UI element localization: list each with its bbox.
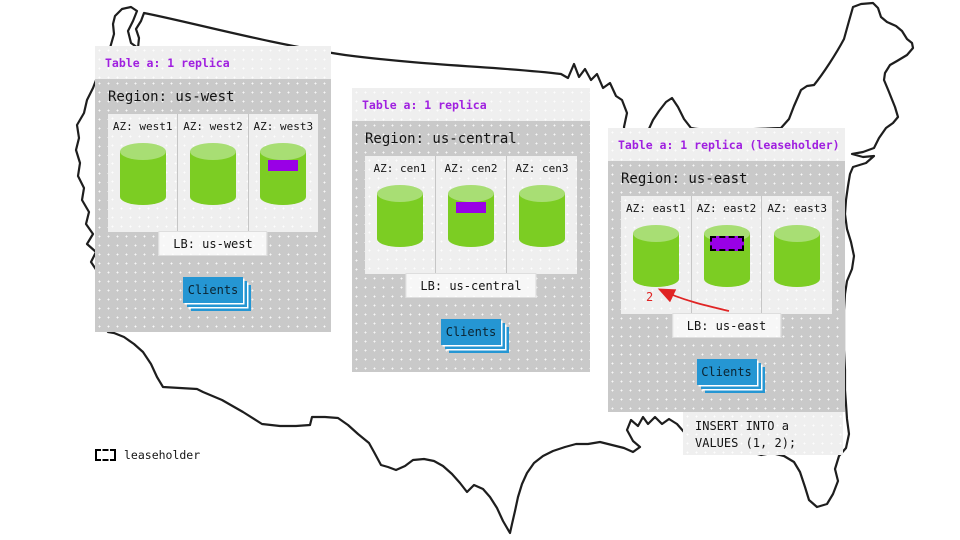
database-node-cylinder <box>448 185 494 247</box>
az-label: AZ: east1 <box>626 202 686 215</box>
az-label: AZ: cen1 <box>373 162 427 175</box>
us-map-path <box>74 1 915 535</box>
az-box-west2: AZ: west2 <box>178 114 249 232</box>
az-container: AZ: cen1 AZ: cen2 AZ: cen3 <box>365 156 577 274</box>
load-balancer-box: LB: us-east <box>671 313 782 338</box>
region-title: Region: us-west <box>108 89 235 105</box>
clients-label: Clients <box>187 283 239 297</box>
load-balancer-label: LB: us-central <box>420 278 522 293</box>
az-box-cen2: AZ: cen2 <box>436 156 507 274</box>
az-box-west1: AZ: west1 <box>108 114 179 232</box>
az-label: AZ: west3 <box>253 120 314 133</box>
region-title: Region: us-east <box>621 171 748 187</box>
cylinder-top <box>377 185 423 202</box>
table-replica-label: Table a: 1 replica (leaseholder) <box>618 137 840 152</box>
az-box-west3: AZ: west3 <box>249 114 318 232</box>
database-node-cylinder <box>703 225 750 287</box>
database-node-cylinder <box>119 143 166 205</box>
cylinder-top <box>774 225 821 242</box>
table-replica-header: Table a: 1 replica (leaseholder) <box>608 128 845 161</box>
load-balancer-box: LB: us-west <box>158 231 268 256</box>
az-box-east3: AZ: east3 <box>762 196 832 314</box>
az-label: AZ: cen2 <box>444 162 498 175</box>
az-label: AZ: cen3 <box>515 162 569 175</box>
load-balancer-label: LB: us-west <box>173 236 253 251</box>
cylinder-top <box>448 185 494 202</box>
replica-range-chip <box>456 202 486 213</box>
load-balancer-box: LB: us-central <box>405 273 537 298</box>
table-replica-header: Table a: 1 replica <box>95 46 331 79</box>
region-panel-us-east: Table a: 1 replica (leaseholder) Region:… <box>608 128 845 455</box>
az-container: AZ: west1 AZ: west2 AZ: west3 <box>108 114 318 232</box>
replica-range-chip <box>268 160 299 171</box>
cylinder-top <box>189 143 236 160</box>
cylinder-body <box>119 151 166 205</box>
az-box-cen1: AZ: cen1 <box>365 156 436 274</box>
cylinder-top <box>119 143 166 160</box>
table-replica-label: Table a: 1 replica <box>105 55 230 70</box>
cylinder-top <box>632 225 679 242</box>
database-node-cylinder <box>632 225 679 287</box>
az-label: AZ: west1 <box>112 120 173 133</box>
leaseholder-range-chip <box>709 236 744 251</box>
clients-box: Clients <box>441 319 501 345</box>
az-box-east2: AZ: east2 <box>692 196 763 314</box>
database-node-cylinder <box>774 225 821 287</box>
az-label: AZ: west2 <box>183 120 243 133</box>
cylinder-body <box>632 233 679 287</box>
region-panel-us-west: Table a: 1 replica Region: us-west AZ: w… <box>95 46 331 332</box>
cylinder-body <box>519 193 565 247</box>
sql-line-2: VALUES (1, 2); <box>695 436 797 451</box>
cylinder-body <box>377 193 423 247</box>
region-panel-us-central: Table a: 1 replica Region: us-central AZ… <box>352 88 590 372</box>
region-body: Region: us-east AZ: east1 AZ: east2 <box>608 161 845 412</box>
sql-statement-box: INSERT INTO a VALUES (1, 2); <box>683 412 843 455</box>
load-balancer-label: LB: us-east <box>686 318 767 333</box>
clients-label: Clients <box>445 325 497 339</box>
region-body: Region: us-west AZ: west1 AZ: west2 <box>95 79 331 332</box>
legend-label: leaseholder <box>124 448 201 462</box>
leaseholder-swatch-icon <box>95 449 116 461</box>
leaseholder-legend: leaseholder <box>95 448 200 462</box>
sql-line-1: INSERT INTO a <box>695 419 789 433</box>
database-node-cylinder <box>377 185 423 247</box>
database-node-cylinder <box>519 185 565 247</box>
az-container: AZ: east1 AZ: east2 AZ: east3 <box>621 196 832 314</box>
table-replica-label: Table a: 1 replica <box>362 97 487 112</box>
arrow-step-label: 2 <box>646 290 654 304</box>
table-replica-header: Table a: 1 replica <box>352 88 590 121</box>
database-node-cylinder <box>189 143 236 205</box>
clients-label: Clients <box>701 365 752 379</box>
cylinder-body <box>189 151 236 205</box>
az-label: AZ: east2 <box>696 202 757 215</box>
database-node-cylinder <box>260 143 307 205</box>
az-box-cen3: AZ: cen3 <box>507 156 577 274</box>
region-body: Region: us-central AZ: cen1 AZ: cen2 <box>352 121 590 372</box>
region-title: Region: us-central <box>365 131 517 147</box>
cylinder-top <box>519 185 565 202</box>
clients-box: Clients <box>183 277 243 303</box>
cylinder-top <box>260 143 307 160</box>
clients-box: Clients <box>696 359 757 385</box>
az-box-east1: AZ: east1 <box>621 196 692 314</box>
cylinder-body <box>774 233 821 287</box>
az-label: AZ: east3 <box>767 202 827 215</box>
